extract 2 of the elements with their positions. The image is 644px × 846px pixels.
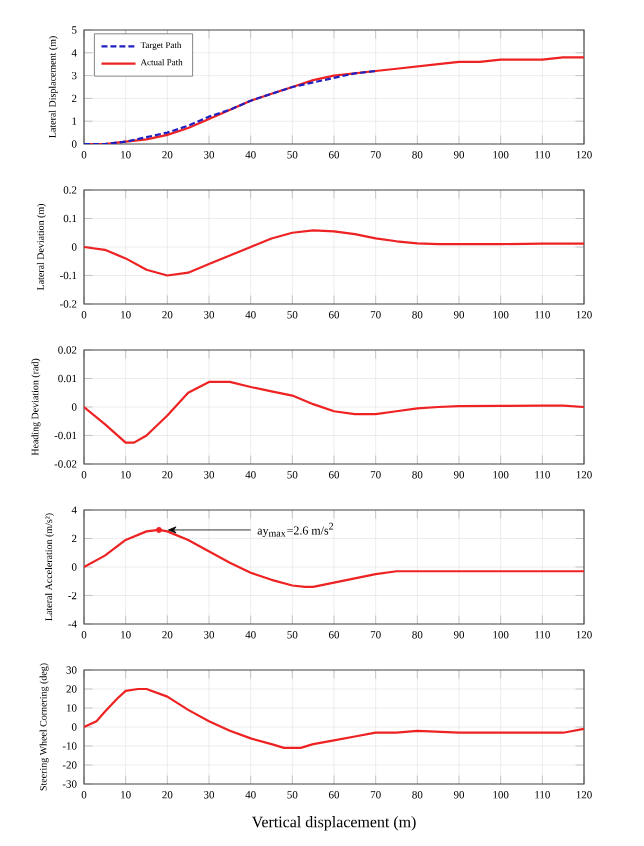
line-series bbox=[84, 380, 585, 444]
line-series bbox=[84, 69, 377, 144]
